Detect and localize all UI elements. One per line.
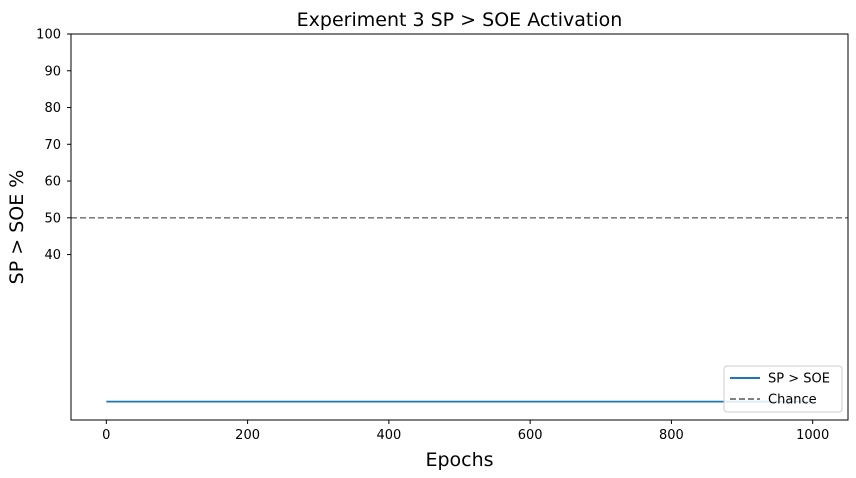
y-tick-label: 80 [44, 101, 61, 116]
legend-chance-label: Chance [768, 393, 817, 408]
plot-frame [70, 33, 849, 421]
y-tick-label: 40 [44, 248, 61, 263]
y-tick-label: 90 [44, 64, 61, 79]
y-tick-label: 70 [44, 138, 61, 153]
x-tick-label: 400 [376, 428, 401, 443]
y-tick-label: 100 [36, 28, 61, 43]
y-tick-label: 60 [44, 175, 61, 190]
x-axis-ticks: 0 200 400 600 800 1000 [102, 420, 829, 443]
x-tick-label: 200 [235, 428, 260, 443]
legend: SP > SOE Chance [723, 365, 843, 413]
plot-area [71, 34, 848, 420]
x-tick-label: 1000 [796, 428, 829, 443]
x-tick-label: 600 [518, 428, 543, 443]
y-axis-title: SP > SOE % [6, 170, 28, 285]
y-tick-label: 50 [44, 211, 61, 226]
x-tick-label: 0 [102, 428, 110, 443]
x-axis-title: Epochs [425, 449, 493, 471]
chart-title: Experiment 3 SP > SOE Activation [297, 9, 623, 31]
y-axis-ticks: 40 50 60 70 80 90 100 [36, 28, 71, 263]
x-tick-label: 800 [659, 428, 684, 443]
legend-series-label: SP > SOE [768, 372, 830, 387]
